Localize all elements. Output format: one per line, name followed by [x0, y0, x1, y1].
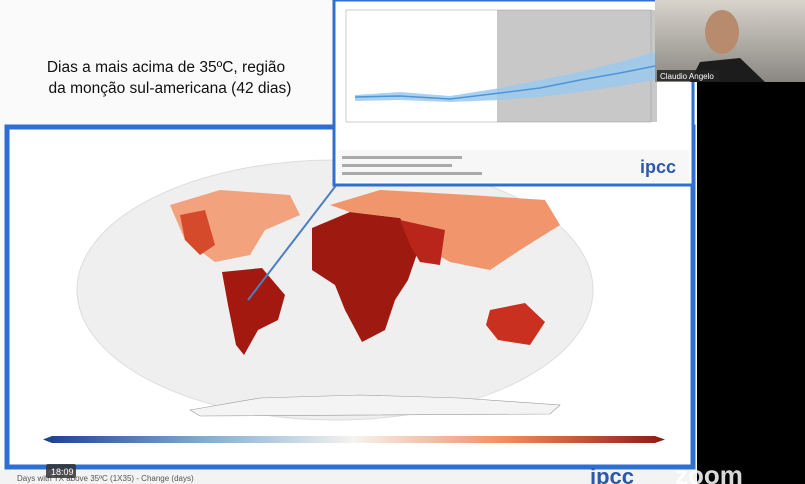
inset-note	[342, 172, 482, 175]
slide-title: Dias a mais acima de 35ºC, região	[47, 59, 285, 76]
person-head	[705, 10, 739, 54]
australia	[486, 303, 545, 345]
inset-band	[355, 52, 655, 102]
inset-line	[354, 65, 656, 100]
participant-name: Claudio Angelo	[660, 72, 714, 81]
north-america-hot	[180, 210, 215, 255]
timestamp-badge	[46, 464, 76, 478]
slide-title: da monção sul-americana (42 dias)	[49, 80, 292, 97]
middle-east	[400, 220, 445, 265]
inset-logo: ipcc	[640, 157, 676, 177]
south-america	[222, 268, 285, 355]
zoom-logo: zoom	[675, 460, 743, 484]
caption-strip	[0, 470, 697, 484]
slide-logo: ipcc	[590, 464, 634, 484]
colorbar	[43, 436, 665, 443]
inset-note	[342, 156, 462, 159]
timestamp: 18:09	[51, 467, 74, 477]
antarctica	[189, 394, 561, 417]
africa	[312, 212, 420, 342]
caption: Days with TX above 35ºC (1X35) - Change …	[17, 474, 194, 483]
name-tag	[657, 70, 719, 81]
inset-note	[342, 164, 452, 167]
